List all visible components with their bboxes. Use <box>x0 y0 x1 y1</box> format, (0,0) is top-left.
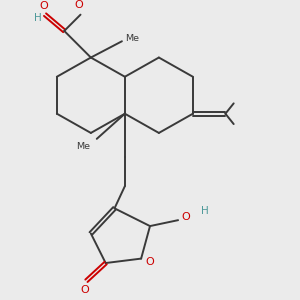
Text: O: O <box>146 257 154 267</box>
Text: O: O <box>75 0 83 10</box>
Text: Me: Me <box>125 34 139 43</box>
Text: H: H <box>34 13 41 22</box>
Text: Me: Me <box>76 142 91 151</box>
Text: O: O <box>39 2 48 11</box>
Text: O: O <box>81 285 89 295</box>
Text: H: H <box>201 206 208 216</box>
Text: O: O <box>181 212 190 222</box>
